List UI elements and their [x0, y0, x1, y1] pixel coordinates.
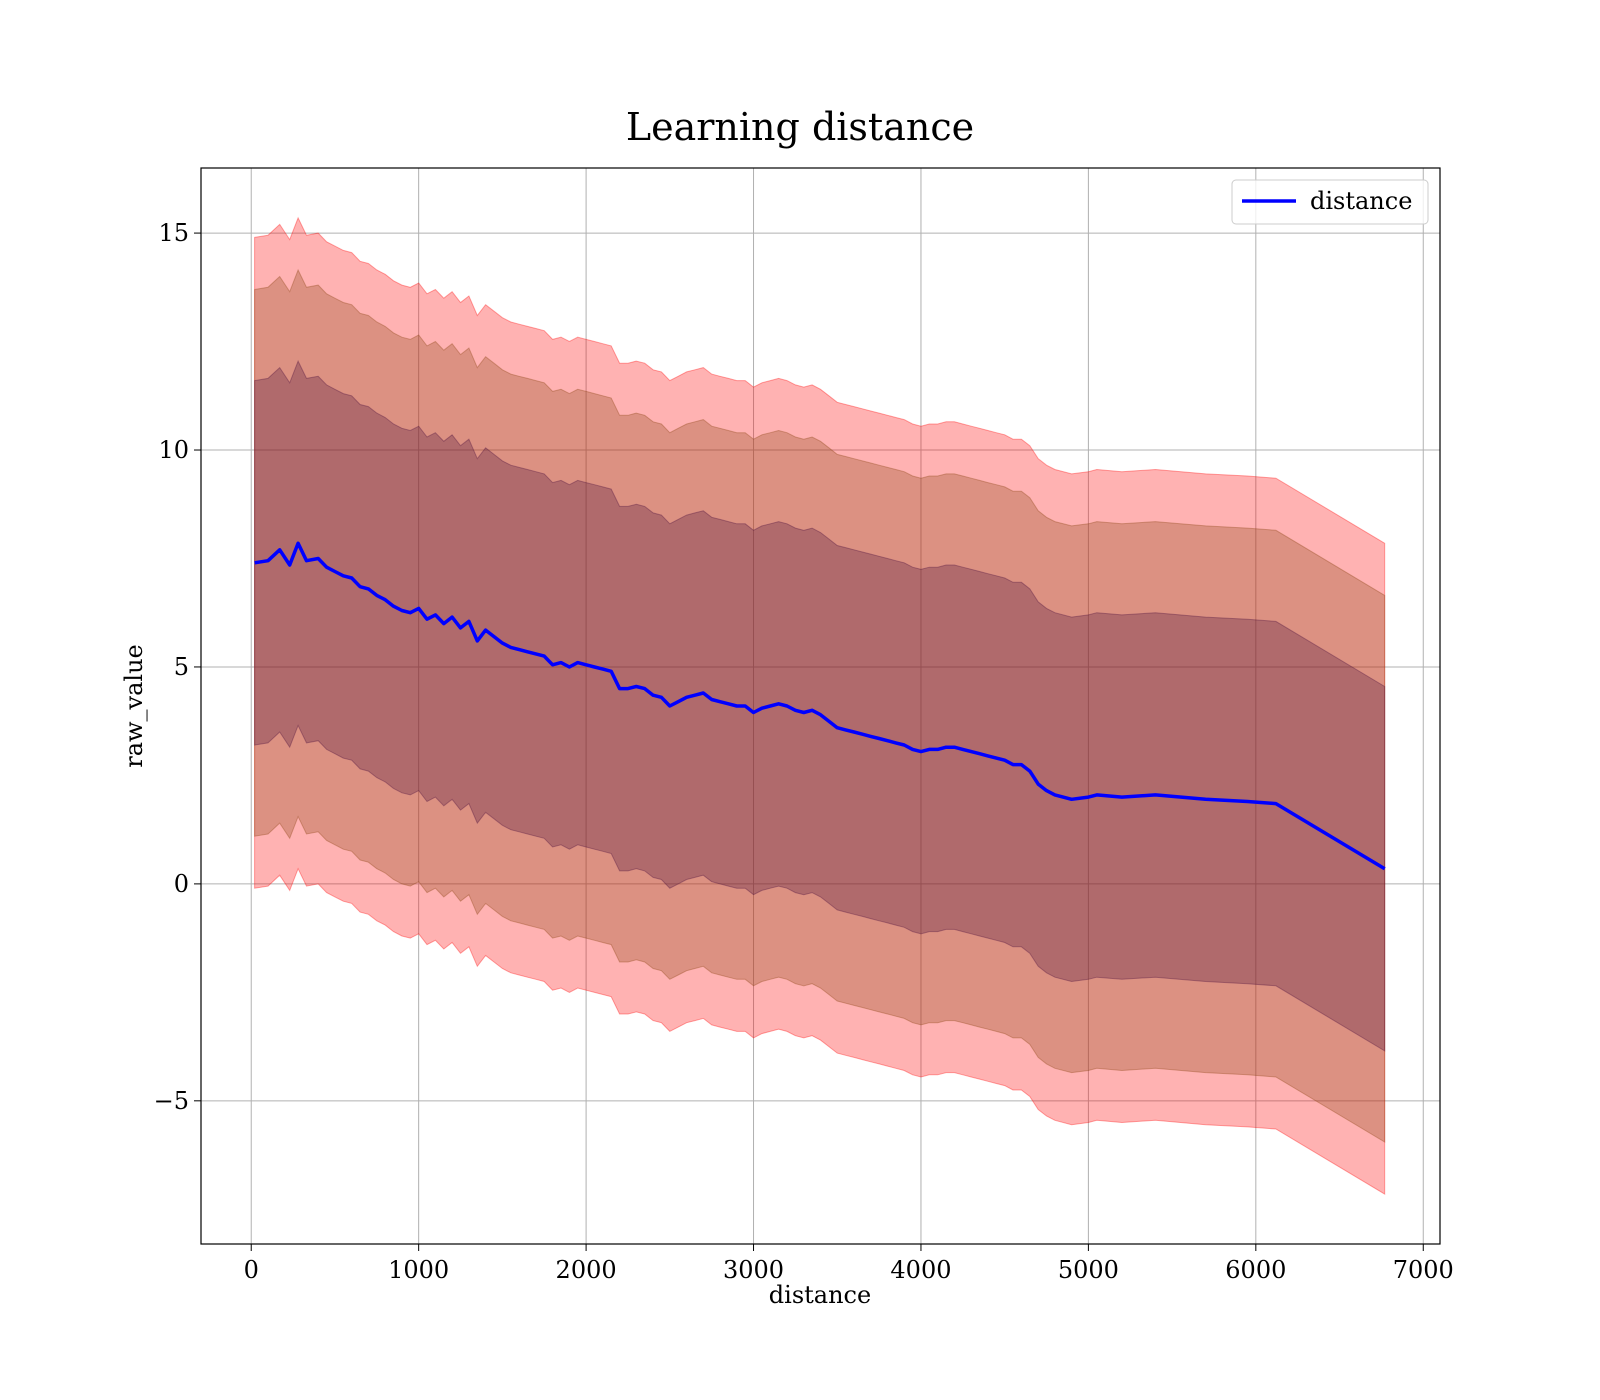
x-tick-label-1: 1000 — [388, 1256, 449, 1284]
x-tick-label-3: 3000 — [723, 1256, 784, 1284]
y-axis-ticks: −5 0 5 10 15 — [154, 219, 201, 1115]
band-1 — [254, 268, 1386, 1143]
series-line-distance — [254, 541, 1386, 871]
x-tick-label-0: 0 — [244, 1256, 259, 1284]
x-tick-label-7: 7000 — [1393, 1256, 1454, 1284]
y-axis-label: raw_value — [120, 644, 148, 768]
chart-title: Learning distance — [626, 105, 974, 149]
grid — [201, 168, 1440, 1244]
series-lines — [254, 541, 1386, 871]
plot-frame — [200, 167, 1441, 1245]
x-tick-label-6: 6000 — [1225, 1256, 1286, 1284]
legend: distance — [1231, 179, 1429, 225]
band-0 — [254, 216, 1386, 1195]
x-tick-label-5: 5000 — [1058, 1256, 1119, 1284]
y-tick-label-3: 10 — [158, 436, 189, 464]
x-tick-label-2: 2000 — [556, 1256, 617, 1284]
y-tick-label-0: −5 — [154, 1087, 189, 1115]
legend-box — [1231, 179, 1429, 225]
y-tick-label-2: 5 — [174, 653, 189, 681]
legend-label: distance — [1310, 187, 1412, 215]
band-2 — [254, 359, 1386, 1052]
uncertainty-bands — [254, 216, 1386, 1195]
x-axis-label: distance — [769, 1281, 871, 1309]
y-tick-label-1: 0 — [174, 870, 189, 898]
x-axis-ticks: 0 1000 2000 3000 4000 5000 6000 7000 — [244, 1244, 1454, 1284]
y-tick-label-4: 15 — [158, 219, 189, 247]
x-tick-label-4: 4000 — [890, 1256, 951, 1284]
